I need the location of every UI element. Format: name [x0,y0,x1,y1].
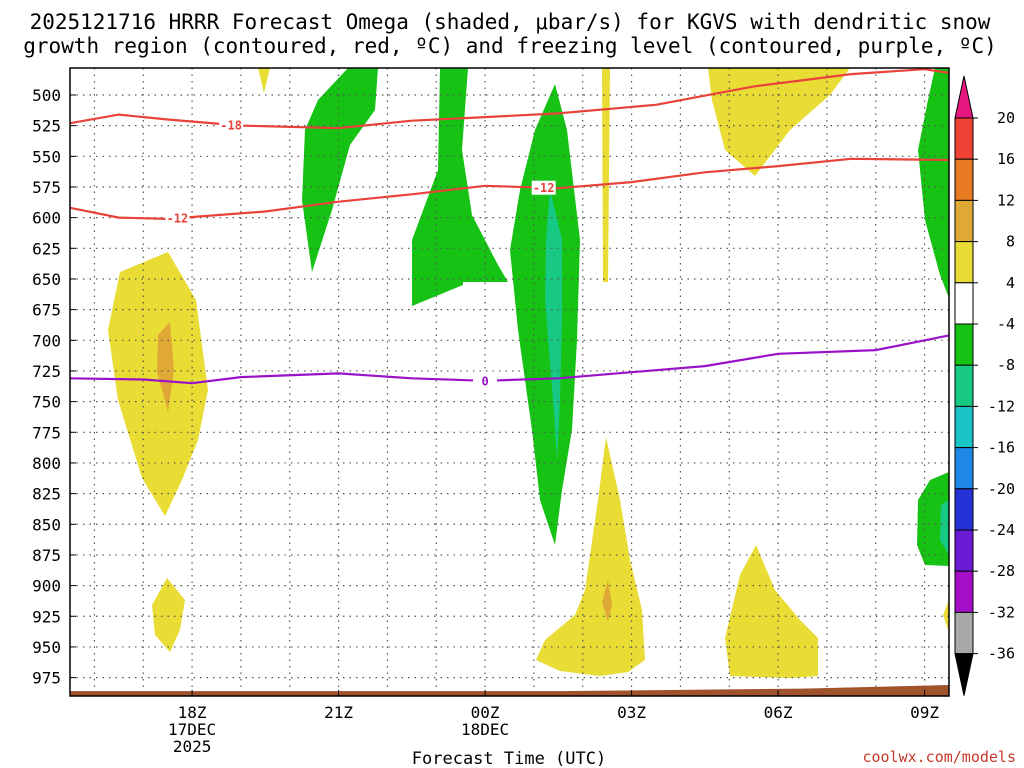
colorbar-band [954,611,974,655]
colorbar-label: 20 [997,109,1015,127]
omega-region [510,84,580,545]
colorbar-label: -8 [997,356,1015,374]
x-tick-label: 18Z [178,703,207,722]
colorbar-label: -16 [988,439,1015,457]
y-tick-label: 500 [32,86,61,105]
omega-shading [108,68,949,678]
plot-border [69,67,950,697]
x-tick-label: 17DEC [168,720,216,739]
colorbar-band [954,653,974,696]
colorbar-label: -28 [988,562,1015,580]
x-tick-label: 21Z [324,703,353,722]
x-tick-label: 00Z [471,703,500,722]
colorbar-label: 4 [1006,274,1015,292]
y-tick-label: 950 [32,638,61,657]
y-tick-label: 750 [32,393,61,412]
colorbar-label: -4 [997,315,1015,333]
colorbar-band [954,323,974,366]
omega-region [152,578,185,652]
colorbar-band [954,447,974,490]
omega-region [258,68,270,93]
x-tick-label: 18DEC [461,720,509,739]
colorbar: 20 16 12 8 4 -4 -8 -12 -16 -20 -24 -28 -32 -36 [954,75,1015,696]
y-tick-label: 525 [32,117,61,136]
colorbar-band [954,199,974,243]
omega-region [302,68,378,272]
y-tick-label: 650 [32,270,61,289]
omega-region [708,68,850,176]
colorbar-band [954,158,974,201]
colorbar-label: -12 [988,397,1015,415]
contour-label-bg [531,180,556,195]
colorbar-label: -24 [988,521,1015,539]
colorbar-label: 8 [1006,233,1015,251]
terrain-ground [70,684,949,696]
colorbar-band [954,282,974,325]
colorbar-band [954,529,974,572]
x-tick-label: 09Z [910,703,939,722]
contour-label: -12 [533,181,555,195]
y-tick-label: 800 [32,454,61,473]
y-tick-label: 975 [32,669,61,688]
y-tick-label: 725 [32,362,61,381]
contour-label: -12 [167,212,189,226]
y-tick-label: 550 [32,147,61,166]
chart-title-line-1: 2025121716 HRRR Forecast Omega (shaded, … [30,10,991,34]
y-tick-label: 875 [32,546,61,565]
contour-line [70,68,949,130]
x-tick-label: 06Z [764,703,793,722]
colorbar-label: -32 [988,603,1015,621]
colorbar-band [954,241,974,284]
gridlines [70,68,949,696]
y-tick-label: 575 [32,178,61,197]
terrain-bar [70,684,949,696]
colorbar-band [954,488,974,531]
omega-region [545,190,562,460]
y-tick-label: 825 [32,485,61,504]
omega-region [602,580,612,622]
colorbar-band [954,405,974,449]
omega-region [943,600,949,632]
omega-region [157,322,174,412]
contour-lines: -18 -12 -12 0 [70,68,949,388]
x-tick-label: 2025 [173,737,212,756]
colorbar-band [954,364,974,407]
y-tick-label: 775 [32,423,61,442]
colorbar-label: 16 [997,150,1015,168]
contour-label-bg [473,373,498,388]
colorbar-band [954,570,974,613]
y-tick-label: 700 [32,331,61,350]
colorbar-label: -20 [988,480,1015,498]
omega-region [536,437,645,676]
pressure-axis: 500 525 550 575 600 625 650 675 700 725 750 775 800 8… [32,86,76,688]
y-tick-label: 625 [32,239,61,258]
colorbar-label: 12 [997,191,1015,209]
y-tick-label: 925 [32,607,61,626]
y-tick-label: 900 [32,577,61,596]
credit-text: coolwx.com/models [862,748,1016,766]
colorbar-label: -36 [988,645,1015,663]
chart-title-line-2: growth region (contoured, red, ºC) and f… [23,34,997,58]
x-axis-label: Forecast Time (UTC) [412,749,606,768]
plot-area [70,68,949,696]
colorbar-band [954,117,974,160]
colorbar-band [954,75,974,119]
contour-label-bg [165,211,190,226]
y-tick-label: 850 [32,515,61,534]
contour-label: -18 [220,118,242,132]
omega-region [725,545,818,678]
contour-label: 0 [481,374,488,388]
y-tick-label: 675 [32,301,61,320]
y-tick-label: 600 [32,209,61,228]
contour-label-bg [219,117,244,132]
omega-region [108,252,208,516]
omega-region [940,500,949,555]
x-tick-label: 03Z [617,703,646,722]
omega-region [602,68,610,282]
